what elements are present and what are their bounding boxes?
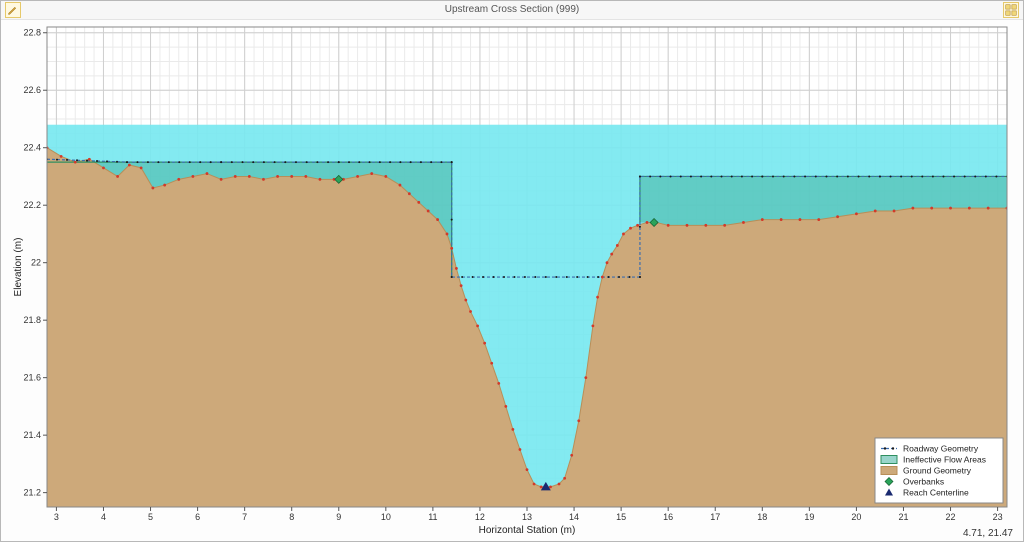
svg-text:21.8: 21.8 (23, 315, 41, 325)
svg-text:22.8: 22.8 (23, 28, 41, 38)
svg-text:21.6: 21.6 (23, 373, 41, 383)
svg-text:4: 4 (101, 512, 106, 522)
cross-section-plot[interactable]: 3 4 5 6 7 8 9 10 11 12 13 14 15 16 17 18 19 20 21 22 23 21.2 2… (9, 19, 1015, 537)
svg-text:21.4: 21.4 (23, 430, 41, 440)
svg-text:21.2: 21.2 (23, 488, 41, 498)
svg-text:7: 7 (242, 512, 247, 522)
view-tool-button[interactable] (1003, 2, 1019, 18)
svg-text:9: 9 (336, 512, 341, 522)
svg-text:6: 6 (195, 512, 200, 522)
window-frame: Upstream Cross Section (999) 3 4 5 6 7 8 9 10 11… (0, 0, 1024, 542)
svg-text:22.6: 22.6 (23, 85, 41, 95)
edit-tool-button[interactable] (5, 2, 21, 18)
window-title: Upstream Cross Section (999) (445, 4, 580, 15)
coordinate-readout: 4.71, 21.47 (963, 528, 1013, 539)
svg-text:Roadway Geometry: Roadway Geometry (903, 444, 979, 454)
svg-text:22.4: 22.4 (23, 143, 41, 153)
svg-text:14: 14 (569, 512, 579, 522)
svg-text:10: 10 (381, 512, 391, 522)
svg-text:22: 22 (946, 512, 956, 522)
svg-text:Reach Centerline: Reach Centerline (903, 488, 969, 498)
svg-text:16: 16 (663, 512, 673, 522)
svg-text:Ineffective Flow Areas: Ineffective Flow Areas (903, 455, 986, 465)
svg-text:19: 19 (804, 512, 814, 522)
svg-text:22.2: 22.2 (23, 200, 41, 210)
plot-container: 3 4 5 6 7 8 9 10 11 12 13 14 15 16 17 18 19 20 21 22 23 21.2 2… (9, 19, 1015, 537)
svg-text:21: 21 (898, 512, 908, 522)
svg-text:20: 20 (851, 512, 861, 522)
svg-text:11: 11 (428, 512, 437, 522)
svg-text:17: 17 (710, 512, 720, 522)
svg-text:12: 12 (475, 512, 485, 522)
pencil-icon (6, 3, 20, 17)
svg-text:3: 3 (54, 512, 59, 522)
svg-text:Horizontal Station (m): Horizontal Station (m) (479, 525, 576, 536)
svg-text:Overbanks: Overbanks (903, 477, 944, 487)
svg-text:23: 23 (993, 512, 1003, 522)
svg-text:8: 8 (289, 512, 294, 522)
svg-text:5: 5 (148, 512, 153, 522)
svg-text:Ground Geometry: Ground Geometry (903, 466, 972, 476)
svg-text:18: 18 (757, 512, 767, 522)
svg-text:22: 22 (31, 258, 41, 268)
grid-icon (1004, 3, 1018, 17)
svg-text:Elevation (m): Elevation (m) (13, 238, 24, 297)
svg-text:15: 15 (616, 512, 626, 522)
svg-text:13: 13 (522, 512, 532, 522)
titlebar: Upstream Cross Section (999) (1, 1, 1023, 20)
